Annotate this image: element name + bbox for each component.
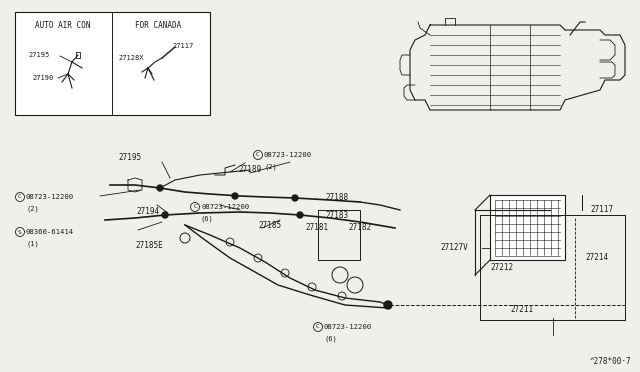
Text: 27127V: 27127V: [440, 244, 468, 253]
Text: 27183: 27183: [325, 211, 348, 219]
Text: 27185: 27185: [258, 221, 281, 231]
Text: 08723-12200: 08723-12200: [201, 204, 249, 210]
Text: 27189: 27189: [238, 166, 261, 174]
Text: 27195: 27195: [118, 154, 141, 163]
Text: 08723-12200: 08723-12200: [324, 324, 372, 330]
Circle shape: [162, 212, 168, 218]
Circle shape: [292, 195, 298, 201]
Text: 27195: 27195: [28, 52, 49, 58]
Bar: [490, 195, 565, 260]
Circle shape: [157, 185, 163, 191]
Text: 27212: 27212: [490, 263, 513, 273]
Text: 27128X: 27128X: [118, 55, 143, 61]
Text: C: C: [316, 324, 320, 330]
Text: 08360-61414: 08360-61414: [26, 229, 74, 235]
Circle shape: [384, 301, 392, 309]
Bar: [15, 12, 210, 115]
Text: C: C: [18, 195, 22, 199]
Text: 27214: 27214: [585, 253, 608, 263]
Text: ^278*00·7: ^278*00·7: [590, 357, 632, 366]
Text: 27194: 27194: [136, 208, 159, 217]
Text: 08723-12200: 08723-12200: [26, 194, 74, 200]
Circle shape: [232, 193, 238, 199]
Text: 27190: 27190: [32, 75, 53, 81]
Text: 27188: 27188: [325, 193, 348, 202]
Text: 27182: 27182: [348, 224, 371, 232]
Text: (2): (2): [26, 206, 39, 212]
Text: (6): (6): [201, 216, 214, 222]
Text: 27181: 27181: [305, 224, 328, 232]
Text: 27211: 27211: [510, 305, 533, 314]
Text: S: S: [18, 230, 22, 234]
Text: FOR CANADA: FOR CANADA: [135, 22, 181, 31]
Text: (2): (2): [264, 164, 276, 170]
Text: C: C: [256, 153, 260, 157]
Text: (6): (6): [324, 336, 337, 342]
Text: 27185E: 27185E: [135, 241, 163, 250]
Text: AUTO AIR CON: AUTO AIR CON: [35, 22, 91, 31]
Bar: [480, 215, 625, 320]
Text: 27117: 27117: [590, 205, 613, 215]
Circle shape: [297, 212, 303, 218]
Text: 27117: 27117: [172, 43, 193, 49]
Text: C: C: [193, 205, 197, 209]
Text: 08723-12200: 08723-12200: [264, 152, 312, 158]
Text: (1): (1): [26, 241, 39, 247]
